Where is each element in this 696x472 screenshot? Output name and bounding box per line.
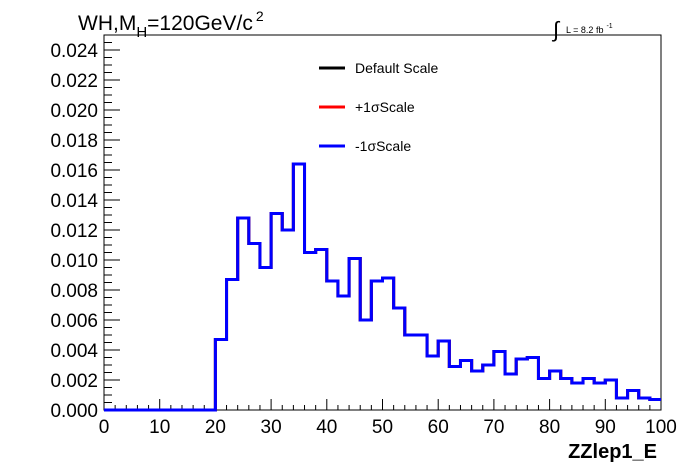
- x-axis-label: ZZlep1_E: [568, 441, 657, 463]
- series-line-1: [104, 162, 661, 412]
- y-tick-label: 0.014: [50, 191, 98, 212]
- x-tick-label: 0: [99, 417, 110, 438]
- y-tick-label: 0.008: [50, 281, 98, 302]
- y-tick-label: 0.002: [50, 371, 98, 392]
- y-tick-label: 0.024: [50, 41, 98, 62]
- y-tick-label: 0.018: [50, 131, 98, 152]
- title-subscript: H: [136, 24, 147, 41]
- x-tick-label: 70: [483, 417, 504, 438]
- x-tick-label: 30: [261, 417, 282, 438]
- y-tick-label: 0.004: [50, 341, 98, 362]
- title-main: WH,M: [78, 12, 136, 35]
- plot-frame: [103, 34, 662, 411]
- lumi-label: L = 8.2 fb -1: [566, 23, 613, 35]
- y-tick-label: 0.012: [50, 221, 98, 242]
- x-tick-label: 40: [316, 417, 337, 438]
- legend-label: -1σScale: [355, 138, 411, 154]
- legend-label: +1σScale: [355, 99, 415, 115]
- legend-label: Default Scale: [355, 60, 438, 76]
- x-tick-label: 100: [645, 417, 677, 438]
- series-line-2: [104, 162, 661, 412]
- title-superscript: 2: [256, 8, 264, 24]
- x-tick-label: 60: [428, 417, 449, 438]
- legend: Default Scale +1σScale -1σScale: [319, 60, 438, 154]
- lumi-integral-sign: ∫: [551, 17, 561, 42]
- x-tick-label: 20: [205, 417, 226, 438]
- x-axis: 0 10 20 30 40 50 60 70 80 90 100: [99, 399, 677, 438]
- y-tick-label: 0.006: [50, 311, 98, 332]
- x-tick-label: 80: [539, 417, 560, 438]
- x-tick-label: 50: [372, 417, 393, 438]
- x-tick-label: 90: [595, 417, 616, 438]
- title-rest: =120GeV/c: [147, 12, 253, 35]
- lumi-text: L = 8.2 fb: [566, 25, 603, 35]
- y-tick-label: 0.010: [50, 251, 98, 272]
- y-tick-label: 0.020: [50, 101, 98, 122]
- y-tick-label: 0.000: [50, 401, 98, 422]
- y-axis: 0.000 0.002 0.004 0.006 0.008 0.010 0.012 0.014…: [50, 34, 120, 422]
- y-tick-label: 0.016: [50, 161, 98, 182]
- chart-title: WH,MH=120GeV/c 2: [78, 8, 264, 41]
- y-tick-label: 0.022: [50, 71, 98, 92]
- series-line-3: [104, 162, 661, 412]
- lumi-superscript: -1: [606, 23, 612, 30]
- histogram-series: [104, 162, 661, 412]
- x-tick-label: 10: [149, 417, 170, 438]
